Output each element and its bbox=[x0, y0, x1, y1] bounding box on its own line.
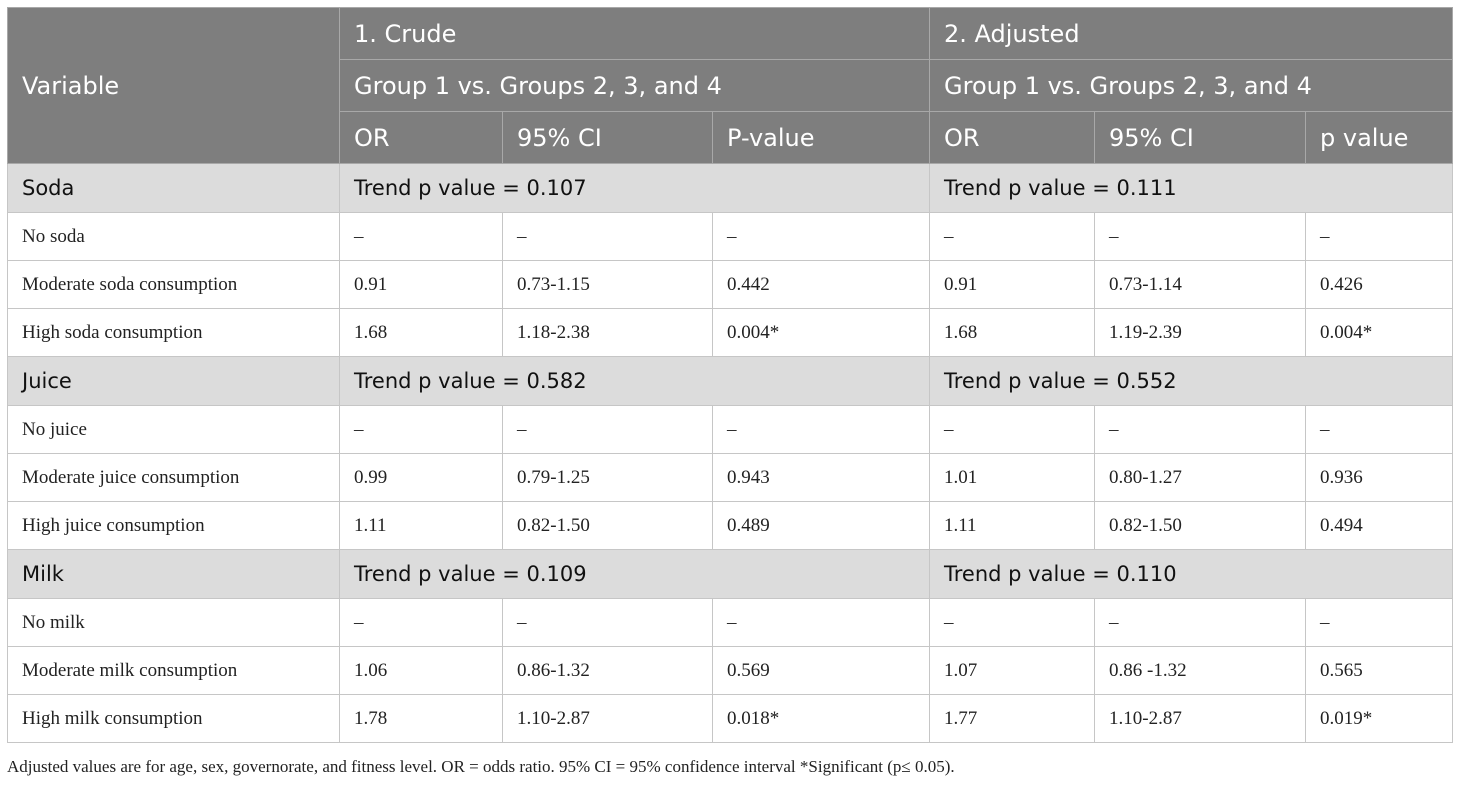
crude-ci-cell: 0.73-1.15 bbox=[502, 260, 713, 309]
header-variable: Variable bbox=[7, 7, 340, 164]
row-label: Moderate milk consumption bbox=[7, 646, 340, 695]
adjusted-ci-cell: 0.73-1.14 bbox=[1094, 260, 1306, 309]
header-crude: 1. Crude bbox=[339, 7, 930, 60]
adjusted-p-cell: – bbox=[1305, 405, 1453, 454]
adjusted-p-cell: – bbox=[1305, 598, 1453, 647]
crude-p-cell: – bbox=[712, 212, 930, 261]
crude-or-cell: – bbox=[339, 405, 503, 454]
table-row: No soda – – – – – – bbox=[7, 212, 1453, 261]
table-row: High soda consumption 1.68 1.18-2.38 0.0… bbox=[7, 308, 1453, 357]
row-label: No milk bbox=[7, 598, 340, 647]
crude-p-cell: 0.489 bbox=[712, 501, 930, 550]
crude-or-cell: 1.11 bbox=[339, 501, 503, 550]
adjusted-trend: Trend p value = 0.111 bbox=[929, 163, 1453, 213]
table-row: No milk – – – – – – bbox=[7, 598, 1453, 647]
crude-p-cell: – bbox=[712, 598, 930, 647]
adjusted-or-cell: – bbox=[929, 598, 1095, 647]
header-adjusted-pvalue: p value bbox=[1305, 111, 1453, 164]
table-row: High juice consumption 1.11 0.82-1.50 0.… bbox=[7, 501, 1453, 550]
table-row: No juice – – – – – – bbox=[7, 405, 1453, 454]
section-label: Soda bbox=[7, 163, 340, 213]
adjusted-p-cell: 0.494 bbox=[1305, 501, 1453, 550]
row-label: Moderate juice consumption bbox=[7, 453, 340, 502]
crude-or-cell: 1.78 bbox=[339, 694, 503, 743]
header-crude-or: OR bbox=[339, 111, 503, 164]
crude-ci-cell: 0.86-1.32 bbox=[502, 646, 713, 695]
header-adjusted: 2. Adjusted bbox=[929, 7, 1453, 60]
header-adjusted-ci: 95% CI bbox=[1094, 111, 1306, 164]
table-row: Moderate juice consumption 0.99 0.79-1.2… bbox=[7, 453, 1453, 502]
table-footnote: Adjusted values are for age, sex, govern… bbox=[7, 757, 955, 776]
crude-or-cell: – bbox=[339, 212, 503, 261]
adjusted-ci-cell: 0.86 -1.32 bbox=[1094, 646, 1306, 695]
table-header: Variable 1. Crude 2. Adjusted Group 1 vs… bbox=[7, 7, 1453, 164]
header-crude-ci: 95% CI bbox=[502, 111, 713, 164]
section-row-juice: Juice Trend p value = 0.582 Trend p valu… bbox=[7, 356, 1453, 406]
adjusted-trend: Trend p value = 0.552 bbox=[929, 356, 1453, 406]
crude-or-cell: – bbox=[339, 598, 503, 647]
section-row-soda: Soda Trend p value = 0.107 Trend p value… bbox=[7, 163, 1453, 213]
adjusted-p-cell: – bbox=[1305, 212, 1453, 261]
adjusted-ci-cell: 1.19-2.39 bbox=[1094, 308, 1306, 357]
crude-ci-cell: – bbox=[502, 598, 713, 647]
header-adjusted-group: Group 1 vs. Groups 2, 3, and 4 bbox=[929, 59, 1453, 112]
row-label: Moderate soda consumption bbox=[7, 260, 340, 309]
adjusted-or-cell: 1.07 bbox=[929, 646, 1095, 695]
row-label: High soda consumption bbox=[7, 308, 340, 357]
crude-p-cell: 0.569 bbox=[712, 646, 930, 695]
crude-ci-cell: 1.18-2.38 bbox=[502, 308, 713, 357]
header-crude-pvalue: P-value bbox=[712, 111, 930, 164]
adjusted-p-cell: 0.004* bbox=[1305, 308, 1453, 357]
crude-p-cell: – bbox=[712, 405, 930, 454]
adjusted-ci-cell: – bbox=[1094, 212, 1306, 261]
adjusted-ci-cell: 0.80-1.27 bbox=[1094, 453, 1306, 502]
adjusted-or-cell: 0.91 bbox=[929, 260, 1095, 309]
header-adjusted-or: OR bbox=[929, 111, 1095, 164]
header-crude-group: Group 1 vs. Groups 2, 3, and 4 bbox=[339, 59, 930, 112]
crude-trend: Trend p value = 0.107 bbox=[339, 163, 930, 213]
row-label: No juice bbox=[7, 405, 340, 454]
adjusted-or-cell: – bbox=[929, 405, 1095, 454]
table-body: Soda Trend p value = 0.107 Trend p value… bbox=[7, 163, 1453, 743]
adjusted-or-cell: 1.68 bbox=[929, 308, 1095, 357]
adjusted-ci-cell: – bbox=[1094, 405, 1306, 454]
table-row: High milk consumption 1.78 1.10-2.87 0.0… bbox=[7, 694, 1453, 743]
adjusted-or-cell: 1.01 bbox=[929, 453, 1095, 502]
results-table: Variable 1. Crude 2. Adjusted Group 1 vs… bbox=[7, 7, 1453, 743]
crude-or-cell: 1.06 bbox=[339, 646, 503, 695]
crude-p-cell: 0.018* bbox=[712, 694, 930, 743]
section-label: Juice bbox=[7, 356, 340, 406]
crude-trend: Trend p value = 0.109 bbox=[339, 549, 930, 599]
section-label: Milk bbox=[7, 549, 340, 599]
crude-ci-cell: 0.82-1.50 bbox=[502, 501, 713, 550]
table-row: Moderate milk consumption 1.06 0.86-1.32… bbox=[7, 646, 1453, 695]
table-row: Moderate soda consumption 0.91 0.73-1.15… bbox=[7, 260, 1453, 309]
adjusted-ci-cell: 1.10-2.87 bbox=[1094, 694, 1306, 743]
adjusted-p-cell: 0.565 bbox=[1305, 646, 1453, 695]
adjusted-ci-cell: – bbox=[1094, 598, 1306, 647]
section-row-milk: Milk Trend p value = 0.109 Trend p value… bbox=[7, 549, 1453, 599]
adjusted-or-cell: – bbox=[929, 212, 1095, 261]
crude-ci-cell: – bbox=[502, 212, 713, 261]
crude-ci-cell: 1.10-2.87 bbox=[502, 694, 713, 743]
row-label: No soda bbox=[7, 212, 340, 261]
crude-p-cell: 0.442 bbox=[712, 260, 930, 309]
crude-ci-cell: – bbox=[502, 405, 713, 454]
crude-or-cell: 0.99 bbox=[339, 453, 503, 502]
adjusted-or-cell: 1.77 bbox=[929, 694, 1095, 743]
crude-ci-cell: 0.79-1.25 bbox=[502, 453, 713, 502]
crude-p-cell: 0.943 bbox=[712, 453, 930, 502]
adjusted-p-cell: 0.426 bbox=[1305, 260, 1453, 309]
row-label: High milk consumption bbox=[7, 694, 340, 743]
crude-or-cell: 0.91 bbox=[339, 260, 503, 309]
adjusted-p-cell: 0.019* bbox=[1305, 694, 1453, 743]
crude-trend: Trend p value = 0.582 bbox=[339, 356, 930, 406]
adjusted-ci-cell: 0.82-1.50 bbox=[1094, 501, 1306, 550]
adjusted-or-cell: 1.11 bbox=[929, 501, 1095, 550]
crude-or-cell: 1.68 bbox=[339, 308, 503, 357]
adjusted-trend: Trend p value = 0.110 bbox=[929, 549, 1453, 599]
row-label: High juice consumption bbox=[7, 501, 340, 550]
adjusted-p-cell: 0.936 bbox=[1305, 453, 1453, 502]
crude-p-cell: 0.004* bbox=[712, 308, 930, 357]
